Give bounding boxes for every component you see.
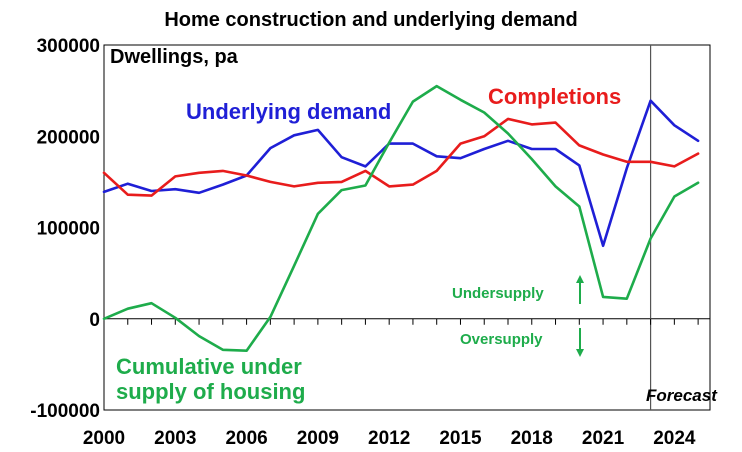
down-arrow-icon bbox=[576, 328, 584, 357]
y-tick-label: 300000 bbox=[37, 36, 100, 57]
series-line-0 bbox=[102, 99, 700, 248]
x-tick-label: 2003 bbox=[154, 428, 196, 449]
x-tick-label: 2012 bbox=[368, 428, 410, 449]
series-line-1 bbox=[102, 117, 700, 197]
x-axis-labels: 2000 2003 2006 2009 2012 2015 2018 2021 2024 bbox=[83, 428, 696, 449]
undersupply-label: Undersupply bbox=[452, 285, 544, 302]
series-line-2 bbox=[102, 84, 700, 353]
up-arrow-icon bbox=[576, 275, 584, 304]
oversupply-label: Oversupply bbox=[460, 331, 543, 348]
legend-cumulative-undersupply: Cumulative under supply of housing bbox=[116, 354, 308, 404]
y-tick-label: 0 bbox=[89, 310, 100, 331]
x-tick-label: 2024 bbox=[653, 428, 696, 449]
x-tick-label: 2006 bbox=[225, 428, 267, 449]
x-tick-label: 2009 bbox=[297, 428, 339, 449]
x-tick-label: 2018 bbox=[511, 428, 553, 449]
legend-completions: Completions bbox=[488, 84, 621, 109]
y-axis-labels: -100000 0 100000 200000 300000 bbox=[30, 36, 100, 422]
plot-frame bbox=[103, 44, 711, 411]
x-tick-label: 2021 bbox=[582, 428, 625, 449]
y-axis-title: Dwellings, pa bbox=[110, 46, 239, 68]
chart-title: Home construction and underlying demand bbox=[164, 9, 577, 31]
y-tick-label: 200000 bbox=[37, 127, 100, 148]
forecast-label: Forecast bbox=[646, 386, 718, 405]
x-tick-label: 2000 bbox=[83, 428, 125, 449]
x-axis-ticks bbox=[103, 318, 699, 325]
legend-underlying-demand: Underlying demand bbox=[186, 99, 391, 124]
y-tick-label: -100000 bbox=[30, 401, 100, 422]
series-lines bbox=[102, 84, 700, 353]
y-tick-label: 100000 bbox=[37, 219, 100, 240]
x-tick-label: 2015 bbox=[439, 428, 482, 449]
